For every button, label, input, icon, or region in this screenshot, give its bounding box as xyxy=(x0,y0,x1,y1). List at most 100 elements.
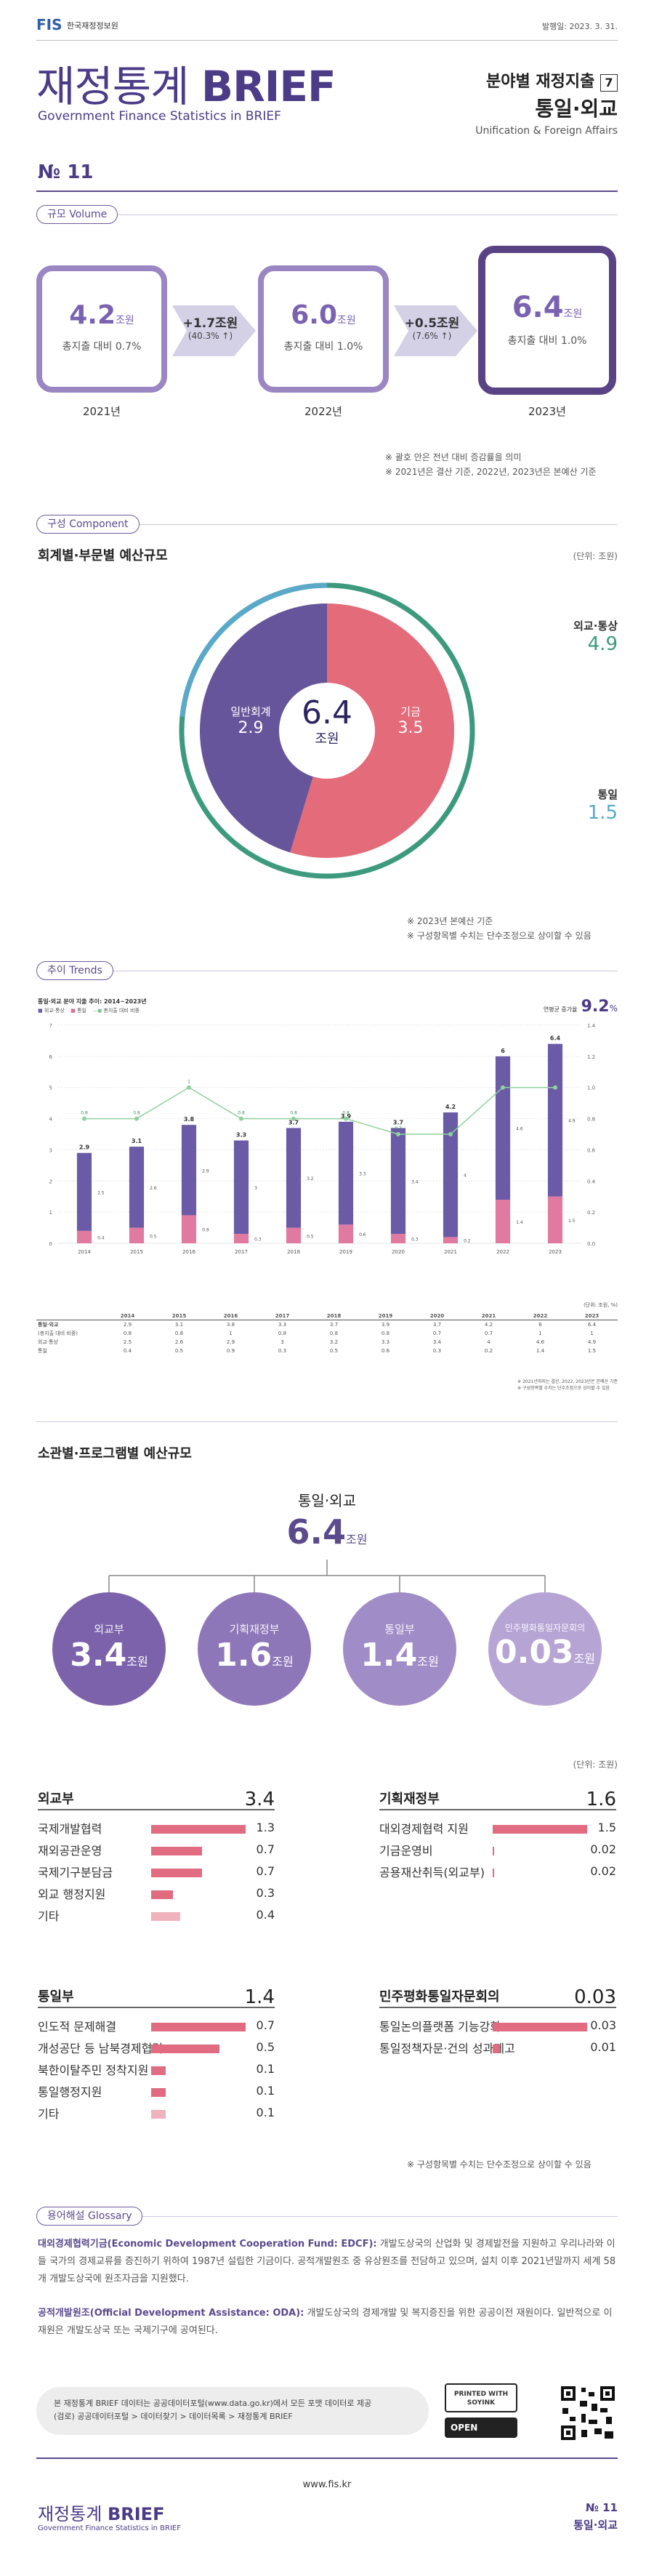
bar-foreign-label: 4.9 xyxy=(568,1119,576,1124)
volume-note-1: ※ 괄호 안은 전년 대비 증감률을 의미 xyxy=(385,452,522,462)
program-item-value: 0.7 xyxy=(256,1842,275,1856)
share-2023: 총지출 대비 1.0% xyxy=(507,335,587,347)
program-item-bar xyxy=(493,1869,494,1877)
category-number: 7 xyxy=(600,74,618,92)
program-item-value: 0.1 xyxy=(256,2106,275,2119)
program-group-total: 1.4 xyxy=(244,1986,275,2008)
footer-brand-sub: Government Finance Statistics in BRIEF xyxy=(38,2524,181,2532)
bar-unification xyxy=(233,1234,249,1243)
share-label: 0.7 xyxy=(447,1126,454,1131)
table-cell: 3.7 xyxy=(329,1322,339,1328)
program-item-row: 기타 0.4 xyxy=(38,1906,275,1927)
title-en: BRIEF xyxy=(201,62,336,111)
table-cell: 0.8 xyxy=(329,1331,339,1336)
table-row: 통일·외교 2.9 3.1 3.8 3.3 3.7 3.9 3.7 4.2 6 6.4 xyxy=(36,1320,618,1330)
share-label: 0.8 xyxy=(238,1111,245,1116)
bar-total-label: 4.2 xyxy=(445,1104,456,1110)
program-item-bar xyxy=(151,2045,219,2053)
change-pct-2: (7.6% ↑) xyxy=(412,331,452,341)
share-label: 0.8 xyxy=(133,1111,140,1116)
component-heading: 회계별·부문별 예산규모 xyxy=(38,548,168,563)
bar-foreign xyxy=(286,1128,302,1228)
circle-mofa-name: 외교부 xyxy=(94,1623,124,1636)
table-cell: 0.4 xyxy=(123,1348,132,1354)
share-point xyxy=(501,1085,505,1090)
table-cell: 2.5 xyxy=(123,1339,132,1345)
program-item-row: 기타 0.1 xyxy=(38,2104,275,2124)
table-cell: 1 xyxy=(590,1331,594,1336)
circle-mofa-value: 3.4 xyxy=(70,1637,127,1674)
share-line xyxy=(84,1086,555,1135)
program-group-total: 3.4 xyxy=(244,1789,275,1810)
qr-code-icon[interactable] xyxy=(560,2385,616,2441)
table-cell: 3.9 xyxy=(381,1322,390,1328)
table-cell: 4.6 xyxy=(536,1339,545,1345)
table-row-label: 통일 xyxy=(38,1348,47,1354)
program-item-label: 기금운영비 xyxy=(379,1844,433,1858)
component-note-2: ※ 구성항목별 수치는 단수조정으로 상이할 수 있음 xyxy=(407,931,592,941)
legend-foreign: 외교·통상 xyxy=(44,1008,65,1014)
program-connector xyxy=(108,1560,546,1592)
bar-foreign xyxy=(233,1140,249,1235)
program-group-2-header: 통일부 1.4 xyxy=(38,1986,275,2008)
table-cell: 0.7 xyxy=(484,1331,493,1336)
topic-title: 통일·외교 xyxy=(535,97,618,121)
glossary-section-label: 용어해설 Glossary xyxy=(36,2207,143,2226)
program-item-value: 0.3 xyxy=(256,1886,275,1900)
y2-tick-label: 0.2 xyxy=(587,1210,595,1216)
table-cell: 4 xyxy=(487,1339,490,1345)
program-item-bar xyxy=(151,2023,246,2031)
website-link[interactable]: www.fis.kr xyxy=(302,2479,352,2490)
share-point xyxy=(553,1085,557,1090)
y2-tick-label: 0.6 xyxy=(587,1147,596,1153)
bar-foreign xyxy=(129,1147,145,1228)
program-item-bar xyxy=(493,1847,494,1855)
bar-unification-label: 1.4 xyxy=(516,1220,523,1225)
bar-foreign xyxy=(495,1056,511,1200)
program-heading: 소관별·프로그램별 예산규모 xyxy=(38,1446,192,1461)
component-unit: (단위: 조원) xyxy=(573,551,618,561)
bar-foreign-label: 3 xyxy=(254,1186,257,1191)
table-cell: 0.5 xyxy=(329,1348,339,1354)
bar-foreign-label: 2.9 xyxy=(202,1168,209,1173)
program-group-1-header: 기획재정부 1.6 xyxy=(379,1789,616,1810)
table-cell: 6.4 xyxy=(587,1322,597,1328)
bar-unification xyxy=(547,1196,563,1243)
data-source-text: 본 재정통계 BRIEF 데이터는 공공데이터포털(www.data.go.kr… xyxy=(54,2399,372,2408)
table-cell: 0.5 xyxy=(174,1348,184,1354)
circle-mou: 통일부 1.4조원 xyxy=(343,1592,456,1706)
bar-unification xyxy=(286,1227,302,1243)
y2-tick-label: 0.0 xyxy=(587,1241,595,1247)
donut-center-value: 6.4 xyxy=(302,694,352,731)
program-item-bar xyxy=(151,1912,181,1921)
table-cell: 2.6 xyxy=(174,1339,184,1345)
bar-foreign-label: 3.3 xyxy=(359,1172,366,1177)
x-tick-label: 2019 xyxy=(339,1249,352,1255)
program-item-value: 1.3 xyxy=(256,1821,275,1834)
trend-chart: 0 0.0 1 0.2 2 0.4 3 0.6 4 0.8 5 1.0 6 1.2 7 1.4 2.9 2.5 0.… xyxy=(49,1023,596,1255)
footer-topic: 통일·외교 xyxy=(573,2519,618,2532)
share-point xyxy=(82,1116,86,1121)
value-2021: 4.2 xyxy=(69,300,116,330)
bar-unification xyxy=(443,1237,459,1243)
program-item-row: 재외공관운영 0.7 xyxy=(38,1841,275,1861)
table-row: 외교·통상 2.5 2.6 2.9 3 3.2 3.3 3.4 4 4.6 4.9 xyxy=(36,1338,618,1347)
bar-unification-label: 0.4 xyxy=(97,1235,105,1240)
unit-2023: 조원 xyxy=(563,308,583,320)
bar-unification xyxy=(129,1227,145,1243)
table-cell: 3.3 xyxy=(381,1339,390,1345)
program-item-label: 대외경제협력 지원 xyxy=(379,1822,469,1836)
circle-moef-unit: 조원 xyxy=(272,1655,294,1669)
program-item-label: 외교 행정지원 xyxy=(38,1887,106,1901)
table-cell: 3.8 xyxy=(226,1322,235,1328)
program-group-3-header: 민주평화통일자문회의 0.03 xyxy=(379,1986,616,2008)
component-section-label: 구성 Component xyxy=(36,515,140,534)
table-cell: 2.9 xyxy=(226,1339,235,1345)
program-item-bar xyxy=(493,2045,501,2053)
logo: FIS xyxy=(36,16,62,33)
org-name: 한국재정정보원 xyxy=(67,21,118,31)
trend-table: 2014 2015 2016 2017 2018 2019 2020 2021 2022 2023… xyxy=(36,1312,618,1355)
table-col-header: 2019 xyxy=(360,1312,411,1320)
table-cell: 0.2 xyxy=(484,1348,493,1354)
bar-foreign-label: 4.6 xyxy=(516,1126,523,1131)
